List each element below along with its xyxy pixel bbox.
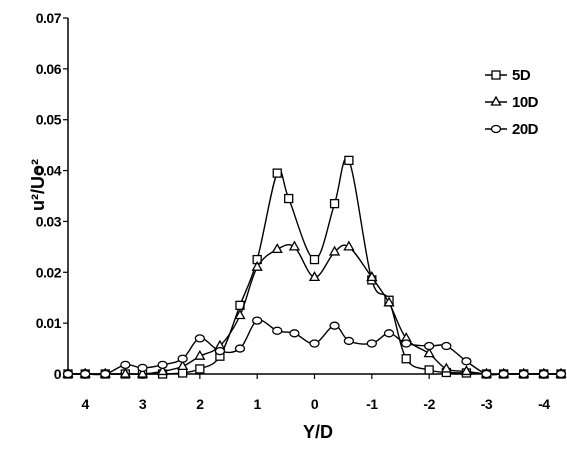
legend-item-10d: 10D [485, 94, 539, 111]
data-point-20d [309, 339, 320, 348]
data-point-20d [441, 341, 452, 351]
data-point-20d [289, 329, 300, 338]
data-point-5d [272, 168, 282, 178]
x-tick-label: -1 [366, 396, 378, 412]
data-point-10d [119, 367, 131, 378]
legend-marker [491, 70, 501, 80]
data-point-20d [518, 369, 529, 379]
x-tick-label: 4 [82, 396, 90, 412]
legend-item-20d: 20D [485, 121, 539, 138]
data-point-20d [177, 354, 188, 363]
data-point-10d [460, 365, 473, 376]
data-point-20d [62, 369, 74, 379]
data-point-10d [234, 309, 246, 320]
x-tick-label: 0 [311, 396, 319, 412]
data-point-10d [251, 260, 263, 271]
y-tick-label: 0.03 [36, 213, 62, 229]
y-axis-title: u²/Uo² [28, 159, 48, 211]
y-tick-label: 0.06 [36, 61, 62, 77]
data-point-20d [137, 363, 148, 373]
data-point-20d [538, 369, 549, 379]
data-point-5d [424, 365, 434, 375]
legend-label: 20D [512, 121, 539, 138]
data-point-10d [423, 347, 435, 358]
data-point-5d [195, 364, 205, 374]
legend-label: 5D [512, 67, 531, 84]
data-point-10d [156, 365, 169, 376]
data-point-10d [177, 360, 189, 371]
data-point-20d [401, 339, 412, 348]
data-point-10d [308, 271, 321, 282]
data-point-10d [288, 240, 301, 251]
y-axis-title-group: u²/Uo² [28, 159, 48, 211]
y-tick-label: 0.01 [36, 315, 62, 331]
data-point-10d [328, 245, 341, 256]
y-tick-label: 0.04 [36, 163, 62, 179]
legend: 5D 10D 20D [485, 67, 539, 138]
legend-marker [490, 124, 502, 134]
data-point-5d [329, 198, 340, 209]
y-tick-label: 0 [54, 366, 62, 382]
data-point-10d [136, 367, 149, 378]
legend-marker [490, 95, 502, 106]
plot-area: 0 0.01 0.02 0.03 0.04 0.05 0.06 0.07 4 3 2 1 0 -1 -2 -3… [36, 10, 567, 412]
data-point-20d [343, 336, 355, 346]
x-tick-label: 1 [254, 396, 262, 412]
data-point-20d [366, 339, 377, 348]
y-tick-label: 0.07 [36, 10, 62, 26]
data-point-5d [309, 254, 320, 265]
data-point-5d [178, 368, 188, 378]
data-point-20d [461, 357, 472, 366]
legend-item-5d: 5D [485, 67, 531, 84]
y-tick-label: 0.02 [36, 264, 62, 280]
data-point-20d [272, 326, 283, 335]
data-point-20d [555, 369, 567, 379]
data-point-20d [194, 334, 205, 343]
x-tick-label: 2 [196, 396, 204, 412]
data-point-10d [440, 362, 452, 373]
x-tick-label: 3 [139, 396, 147, 412]
data-point-20d [329, 321, 340, 330]
data-point-20d [498, 369, 509, 379]
data-point-20d [234, 344, 246, 353]
x-axis-title: Y/D [303, 422, 333, 442]
data-point-20d [80, 369, 91, 379]
data-point-10d [343, 240, 355, 251]
legend-label: 10D [512, 94, 539, 111]
x-tick-label: -3 [481, 396, 493, 412]
data-point-5d [401, 354, 411, 364]
data-point-20d [214, 346, 226, 356]
data-point-5d [344, 155, 354, 166]
data-point-20d [157, 360, 168, 369]
x-tick-label: -2 [423, 396, 435, 412]
data-point-10d [194, 349, 206, 360]
data-point-10d [366, 271, 378, 282]
series-20d [62, 316, 567, 379]
data-point-20d [120, 360, 131, 369]
data-point-10d [271, 243, 283, 254]
data-point-10d [383, 296, 395, 307]
data-point-20d [481, 369, 492, 379]
data-point-5d [284, 193, 294, 204]
y-tick-label: 0.05 [36, 112, 62, 128]
data-point-20d [383, 329, 395, 338]
x-tick-label: -4 [538, 396, 550, 412]
data-point-20d [252, 316, 263, 325]
data-point-20d [100, 369, 111, 379]
data-point-20d [424, 341, 435, 351]
